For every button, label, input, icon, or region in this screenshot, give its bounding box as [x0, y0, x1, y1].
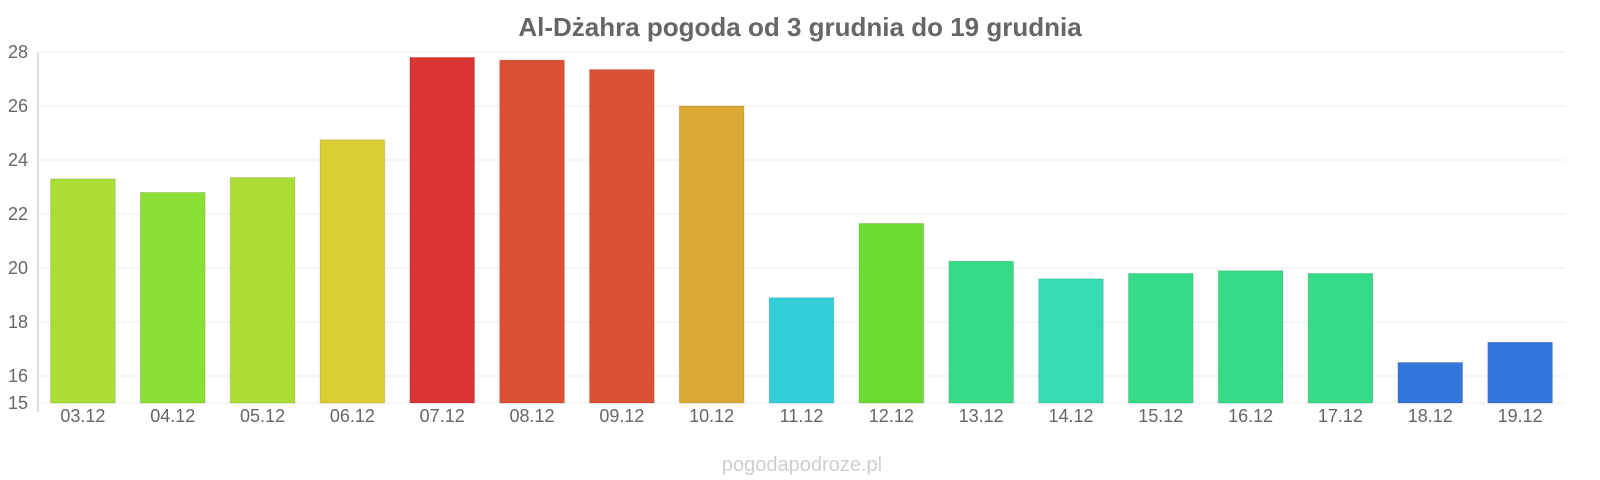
y-tick-label: 22 [8, 204, 28, 224]
y-axis-ticks: 15 16 18 20 22 24 26 28 [8, 42, 28, 413]
y-tick-label: 15 [8, 393, 28, 413]
y-tick-label: 20 [8, 258, 28, 278]
x-tick-label: 17.12 [1318, 406, 1363, 426]
x-tick-label: 14.12 [1048, 406, 1093, 426]
bar-13.12 [948, 260, 1014, 404]
x-tick-label: 12.12 [869, 406, 914, 426]
y-tick-label: 16 [8, 366, 28, 386]
bar-09.12 [589, 69, 655, 404]
bar-14.12 [1038, 278, 1104, 404]
bar-15.12 [1127, 272, 1194, 404]
y-tick-label: 24 [8, 150, 28, 170]
y-tick-label: 26 [8, 96, 28, 116]
x-tick-label: 03.12 [60, 406, 105, 426]
x-axis-ticks: 03.12 04.12 05.12 06.12 07.12 08.12 09.12 10.12… [60, 406, 1542, 426]
bar-11.12 [768, 297, 835, 404]
bar-12.12 [858, 222, 925, 404]
x-tick-label: 18.12 [1408, 406, 1453, 426]
bar-17.12 [1307, 272, 1374, 404]
x-tick-label: 16.12 [1228, 406, 1273, 426]
bar-08.12 [499, 59, 565, 404]
x-tick-label: 05.12 [240, 406, 285, 426]
watermark: pogodapodroze.pl [722, 454, 882, 476]
bar-06.12 [319, 139, 386, 404]
x-tick-label: 13.12 [959, 406, 1004, 426]
x-tick-label: 15.12 [1138, 406, 1183, 426]
bar-07.12 [409, 56, 476, 404]
y-tick-label: 28 [8, 42, 28, 62]
chart-title: Al-Dżahra pogoda od 3 grudnia do 19 grud… [518, 12, 1082, 42]
bar-04.12 [139, 191, 206, 404]
bar-10.12 [678, 105, 745, 404]
bar-19.12 [1487, 341, 1553, 404]
bar-16.12 [1217, 270, 1284, 404]
x-tick-label: 09.12 [599, 406, 644, 426]
x-tick-label: 06.12 [330, 406, 375, 426]
x-tick-label: 19.12 [1498, 406, 1543, 426]
x-tick-label: 11.12 [780, 406, 824, 426]
x-tick-label: 04.12 [150, 406, 195, 426]
x-tick-label: 10.12 [689, 406, 734, 426]
bar-18.12 [1397, 362, 1464, 404]
x-tick-label: 07.12 [420, 406, 465, 426]
bar-03.12 [50, 178, 116, 404]
bars [50, 56, 1553, 404]
bar-05.12 [229, 177, 296, 404]
y-tick-label: 18 [8, 312, 28, 332]
x-tick-label: 08.12 [510, 406, 555, 426]
